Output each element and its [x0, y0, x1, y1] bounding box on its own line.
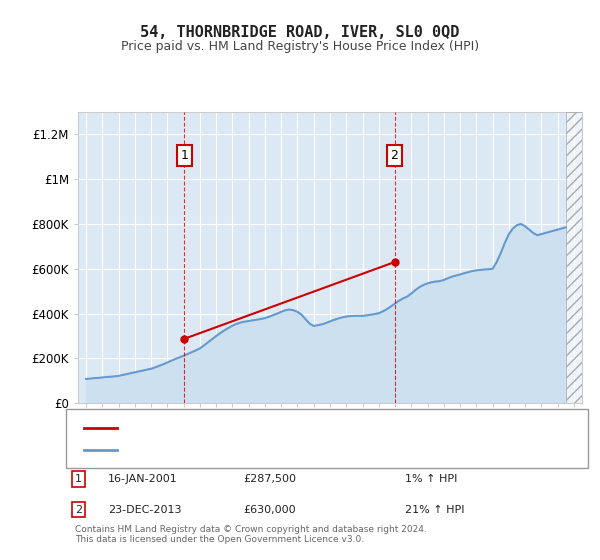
Text: £630,000: £630,000 — [243, 505, 296, 515]
Text: 23-DEC-2013: 23-DEC-2013 — [108, 505, 182, 515]
Text: Price paid vs. HM Land Registry's House Price Index (HPI): Price paid vs. HM Land Registry's House … — [121, 40, 479, 53]
Text: HPI: Average price, detached house, Buckinghamshire: HPI: Average price, detached house, Buck… — [123, 445, 407, 455]
Text: 16-JAN-2001: 16-JAN-2001 — [108, 474, 178, 484]
Text: £287,500: £287,500 — [243, 474, 296, 484]
Text: 54, THORNBRIDGE ROAD, IVER, SL0 0QD: 54, THORNBRIDGE ROAD, IVER, SL0 0QD — [140, 25, 460, 40]
Text: 1: 1 — [181, 149, 188, 162]
Text: Contains HM Land Registry data © Crown copyright and database right 2024.
This d: Contains HM Land Registry data © Crown c… — [75, 525, 427, 544]
Text: 21% ↑ HPI: 21% ↑ HPI — [405, 505, 464, 515]
Text: 1% ↑ HPI: 1% ↑ HPI — [405, 474, 457, 484]
Text: 54, THORNBRIDGE ROAD, IVER, SL0 0QD (detached house): 54, THORNBRIDGE ROAD, IVER, SL0 0QD (det… — [123, 423, 430, 433]
Text: 2: 2 — [391, 149, 398, 162]
Text: 2: 2 — [75, 505, 82, 515]
Text: 1: 1 — [75, 474, 82, 484]
